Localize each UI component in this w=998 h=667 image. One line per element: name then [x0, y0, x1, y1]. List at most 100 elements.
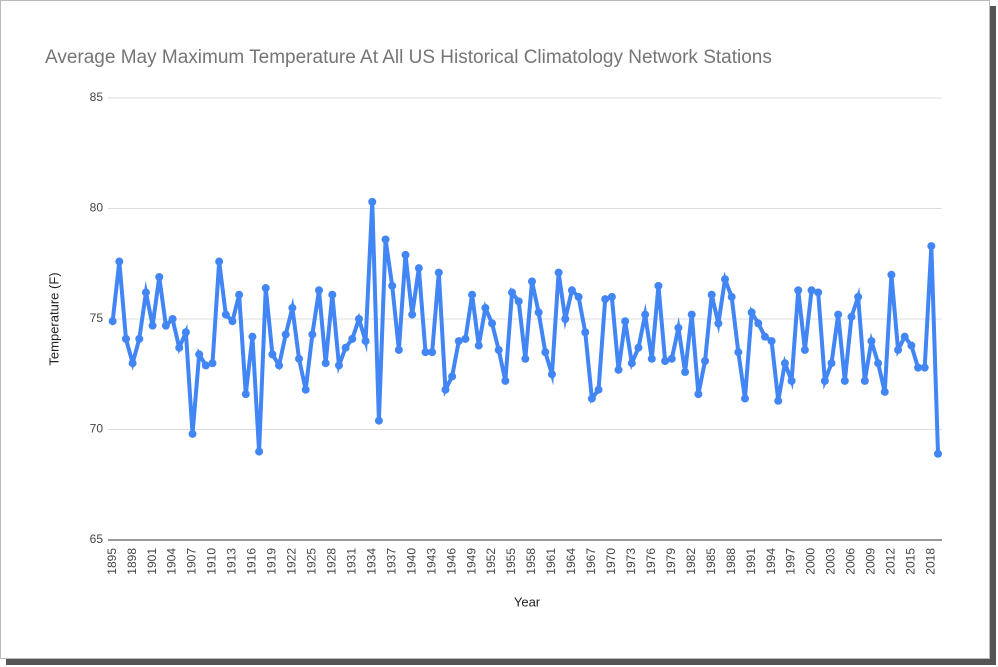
- data-point: [215, 257, 224, 266]
- x-tick-label: 1949: [464, 548, 478, 575]
- x-tick-label: 1961: [544, 548, 558, 575]
- y-tick-label: 75: [90, 311, 104, 325]
- x-tick-label: 2006: [844, 548, 858, 575]
- data-point: [181, 328, 190, 337]
- data-point: [394, 345, 403, 354]
- data-point: [880, 387, 889, 396]
- data-point: [794, 286, 803, 295]
- x-tick-label: 1958: [524, 548, 538, 575]
- x-tick-label: 1919: [265, 548, 279, 575]
- data-point: [807, 286, 816, 295]
- data-point: [321, 359, 330, 368]
- data-point: [621, 317, 630, 326]
- data-point: [867, 337, 876, 346]
- data-point: [175, 343, 184, 352]
- data-point: [561, 315, 570, 323]
- plot: [108, 197, 943, 458]
- data-point: [747, 308, 756, 317]
- x-tick-label: 1913: [225, 548, 239, 575]
- x-tick-label: 1943: [424, 548, 438, 575]
- data-point: [534, 308, 543, 317]
- y-tick-label: 80: [90, 201, 104, 215]
- x-tick-label: 2003: [824, 548, 838, 575]
- data-point: [474, 341, 483, 350]
- shadow-bottom: [6, 659, 996, 665]
- data-point: [754, 319, 763, 328]
- data-point: [408, 310, 417, 319]
- x-tick-label: 1901: [145, 548, 159, 575]
- data-point: [348, 334, 357, 343]
- data-point: [907, 341, 916, 350]
- x-tick-label: 1988: [724, 548, 738, 575]
- data-point: [121, 334, 130, 343]
- data-point: [827, 359, 836, 368]
- x-tick-label: 1898: [125, 548, 139, 575]
- data-point: [847, 312, 856, 321]
- data-point: [581, 328, 590, 337]
- data-point: [354, 315, 363, 323]
- data-point: [434, 268, 443, 277]
- grid: 65 70 75 80 85 1895 1898 1901 1904 1907 1910 1913 19…: [90, 90, 942, 575]
- data-point: [208, 359, 217, 368]
- data-point: [574, 292, 583, 301]
- data-point: [760, 332, 769, 341]
- chart-title: Average May Maximum Temperature At All U…: [45, 47, 772, 68]
- data-point: [161, 321, 170, 330]
- x-tick-label: 1952: [484, 548, 498, 575]
- data-point: [221, 310, 230, 319]
- data-point: [627, 359, 636, 368]
- data-point: [601, 295, 610, 304]
- data-point: [295, 354, 304, 363]
- data-point: [800, 345, 809, 354]
- data-point: [488, 319, 497, 328]
- data-point: [521, 354, 530, 363]
- data-point: [328, 290, 337, 299]
- data-point: [547, 370, 556, 379]
- x-tick-label: 1937: [384, 548, 398, 575]
- data-point: [934, 449, 943, 458]
- data-point: [108, 317, 117, 326]
- x-tick-label: 1976: [644, 548, 658, 575]
- data-point: [774, 396, 783, 405]
- data-point: [115, 257, 124, 266]
- data-point: [461, 334, 470, 343]
- data-point: [188, 429, 197, 438]
- data-point: [228, 317, 237, 326]
- x-tick-label: 1985: [704, 548, 718, 575]
- data-point: [414, 264, 423, 273]
- data-point: [614, 365, 623, 374]
- data-point: [780, 359, 789, 368]
- x-tick-label: 2000: [804, 548, 818, 575]
- data-point: [587, 394, 596, 403]
- data-point: [341, 343, 350, 352]
- data-point: [141, 288, 150, 297]
- data-point: [920, 363, 929, 372]
- data-point: [734, 348, 743, 357]
- data-point: [368, 197, 377, 206]
- data-point: [527, 277, 536, 286]
- data-point: [787, 376, 796, 385]
- data-point: [428, 348, 437, 357]
- data-point: [155, 273, 164, 282]
- y-axis-label: Temperature (F): [46, 272, 61, 365]
- data-point: [401, 250, 410, 259]
- x-tick-label: 1970: [604, 548, 618, 575]
- data-point: [481, 303, 490, 312]
- x-tick-label: 1907: [185, 548, 199, 575]
- data-point: [454, 337, 463, 346]
- data-point: [767, 337, 776, 346]
- data-point: [201, 361, 210, 370]
- x-tick-label: 1940: [404, 548, 418, 575]
- data-point: [694, 390, 703, 399]
- data-point: [135, 334, 144, 343]
- data-point: [268, 350, 277, 359]
- data-point: [448, 372, 457, 381]
- data-point: [381, 235, 390, 244]
- data-point: [514, 297, 523, 306]
- data-point: [314, 286, 323, 295]
- data-point: [308, 330, 317, 339]
- data-point: [840, 376, 849, 385]
- x-tick-label: 1955: [504, 548, 518, 575]
- data-point: [900, 332, 909, 341]
